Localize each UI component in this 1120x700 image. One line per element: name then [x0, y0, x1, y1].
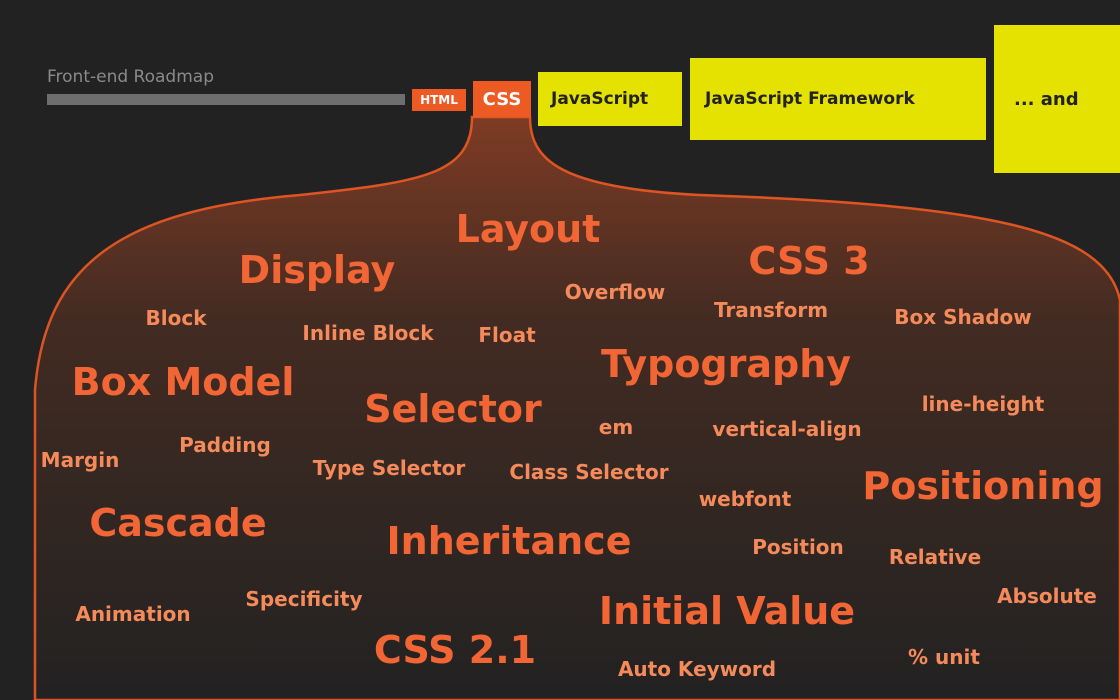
topic-type-selector: Type Selector	[312, 456, 466, 480]
step-javascript-framework: JavaScript Framework	[690, 58, 986, 140]
topic-inheritance: Inheritance	[386, 519, 632, 563]
topic-line-height: line-height	[921, 392, 1045, 416]
topic-positioning: Positioning	[862, 464, 1104, 508]
topic-margin: Margin	[40, 448, 120, 472]
css-bracket-shape	[33, 115, 1120, 700]
topic-em: em	[598, 415, 634, 439]
step-javascript: JavaScript	[538, 72, 682, 126]
topic-typography: Typography	[600, 342, 852, 386]
step-and-more: ... and	[994, 25, 1120, 173]
topic-position: Position	[752, 535, 844, 559]
topic-css-2-1: CSS 2.1	[373, 628, 537, 672]
topic-class-selector: Class Selector	[509, 460, 669, 484]
topic-inline-block: Inline Block	[302, 321, 434, 345]
topic-layout: Layout	[455, 207, 601, 251]
topic-auto-keyword: Auto Keyword	[617, 657, 777, 681]
topic-cascade: Cascade	[89, 501, 267, 545]
topic-transform: Transform	[713, 298, 829, 322]
topic-box-model: Box Model	[71, 360, 295, 404]
topic-initial-value: Initial Value	[598, 589, 856, 633]
topic-vertical-align: vertical-align	[712, 417, 862, 441]
topic-selector: Selector	[364, 387, 542, 431]
topic-overflow: Overflow	[564, 280, 666, 304]
topic-animation: Animation	[75, 602, 191, 626]
topic-percent-unit: % unit	[908, 645, 980, 669]
topic-css3: CSS 3	[748, 239, 870, 283]
topic-padding: Padding	[179, 433, 271, 457]
topic-display: Display	[238, 248, 396, 292]
roadmap-progress-bar	[47, 94, 405, 105]
topic-absolute: Absolute	[997, 584, 1097, 608]
step-html: HTML	[412, 89, 466, 111]
step-css: CSS	[473, 81, 531, 117]
topic-float: Float	[478, 323, 536, 347]
roadmap-caption: Front-end Roadmap	[47, 67, 214, 87]
topic-box-shadow: Box Shadow	[894, 305, 1032, 329]
topic-block: Block	[145, 306, 207, 330]
topic-specificity: Specificity	[245, 587, 363, 611]
topic-relative: Relative	[888, 545, 982, 569]
topic-webfont: webfont	[698, 487, 792, 511]
